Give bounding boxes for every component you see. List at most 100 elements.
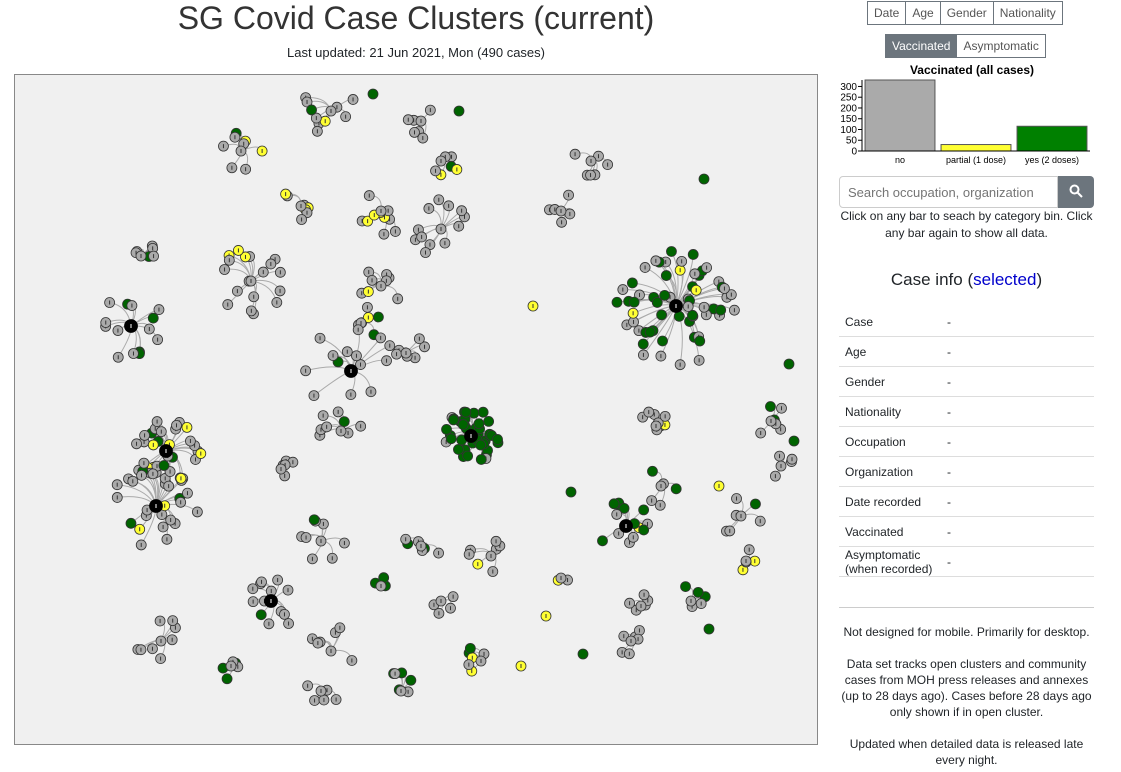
case-node[interactable] [308,514,320,526]
y-tick-label: 250 [840,93,857,104]
case-node[interactable] [692,586,704,598]
filter-button[interactable]: Date [867,1,907,25]
note: Data set tracks open clusters and commun… [841,657,1092,719]
case-node[interactable] [644,326,656,338]
info-value: - [947,434,951,449]
case-node[interactable] [680,581,691,593]
info-value: - [947,314,951,329]
case-node[interactable] [338,416,350,428]
info-value: - [947,374,951,389]
case-node[interactable] [158,460,170,471]
info-label: Age [845,344,867,359]
note: Updated when detailed data is released l… [849,737,1084,767]
info-value: - [947,464,951,479]
chart-title: Vaccinated (all cases) [910,63,1034,77]
info-label: Organization [845,464,914,479]
case-node[interactable] [565,486,577,498]
case-node[interactable] [687,309,698,321]
info-label: Asymptomatic (when recorded) [845,547,933,576]
case-node[interactable] [577,648,589,660]
case-node[interactable] [475,439,487,451]
case-node[interactable] [373,311,384,323]
case-node[interactable] [147,312,159,324]
case-node[interactable] [651,297,663,308]
case-node[interactable] [698,173,710,185]
y-tick-label: 0 [851,147,857,158]
case-node[interactable] [221,673,233,685]
case-node[interactable] [597,535,608,547]
case-node[interactable] [618,502,630,514]
case-node[interactable] [659,289,671,301]
case-node[interactable] [460,406,472,418]
bar[interactable] [940,144,1012,152]
case-node[interactable] [453,444,464,455]
case-node[interactable] [483,415,495,427]
filter-button[interactable]: Gender [939,1,994,25]
case-node[interactable] [637,338,649,350]
case-node[interactable] [475,454,487,465]
info-row: Age - [839,337,1094,367]
case-node[interactable] [788,435,800,447]
info-label: Date recorded [845,494,922,509]
case-node[interactable] [666,246,677,257]
case-node[interactable] [638,524,650,536]
info-row: Nationality - [839,397,1094,427]
info-value: - [947,404,951,419]
search-button[interactable] [1058,176,1094,208]
filter-button[interactable]: Age [905,1,941,25]
case-node[interactable] [405,674,417,686]
case-node[interactable] [628,296,640,308]
case-node[interactable] [464,642,476,654]
info-row: Case - [839,307,1094,337]
case-node[interactable] [715,304,727,316]
case-node[interactable] [765,401,776,412]
vaccinated-chart: Vaccinated (all cases) 050100150200250300… [840,63,1090,165]
case-node[interactable] [453,105,465,117]
case-node[interactable] [660,270,672,281]
y-tick-label: 100 [840,125,857,136]
case-node[interactable] [255,609,267,621]
bar[interactable] [864,79,936,152]
filter-button[interactable]: Nationality [992,1,1063,25]
cluster-graph[interactable] [14,74,818,745]
info-value: - [947,524,951,539]
y-tick-label: 300 [840,82,857,93]
info-row: Vaccinated - [839,517,1094,547]
case-node[interactable] [608,498,620,510]
case-node[interactable] [441,424,452,435]
case-node[interactable] [638,504,650,516]
case-node[interactable] [687,249,699,260]
case-node[interactable] [457,419,469,430]
case-node[interactable] [670,483,682,495]
case-node[interactable] [492,434,503,445]
case-node[interactable] [125,517,137,529]
case-node[interactable] [647,465,658,477]
selected-link[interactable]: selected [973,270,1037,289]
case-node[interactable] [448,414,459,426]
info-label: Nationality [845,404,902,419]
case-node[interactable] [462,450,474,462]
case-node[interactable] [445,433,457,445]
mode-button[interactable]: Asymptomatic [956,34,1046,58]
bar[interactable] [1016,125,1088,152]
subtitle: Last updated: 21 Jun 2021, Mon (490 case… [286,45,545,60]
case-node[interactable] [694,335,706,347]
case-node[interactable] [783,358,795,370]
case-node[interactable] [703,623,715,635]
search-icon [1069,184,1083,198]
search-input[interactable] [839,176,1058,208]
case-node[interactable] [477,406,489,418]
case-node[interactable] [367,88,379,100]
case-node[interactable] [473,418,485,430]
case-node[interactable] [750,498,761,510]
case-node[interactable] [626,277,638,289]
y-tick-label: 50 [846,136,858,147]
case-node[interactable] [611,296,623,308]
x-tick-label: yes (2 doses) [1025,155,1079,165]
case-node[interactable] [306,104,317,116]
info-label: Vaccinated [845,524,904,539]
case-node[interactable] [656,309,668,321]
mode-button[interactable]: Vaccinated [885,34,958,58]
case-node[interactable] [657,335,668,347]
